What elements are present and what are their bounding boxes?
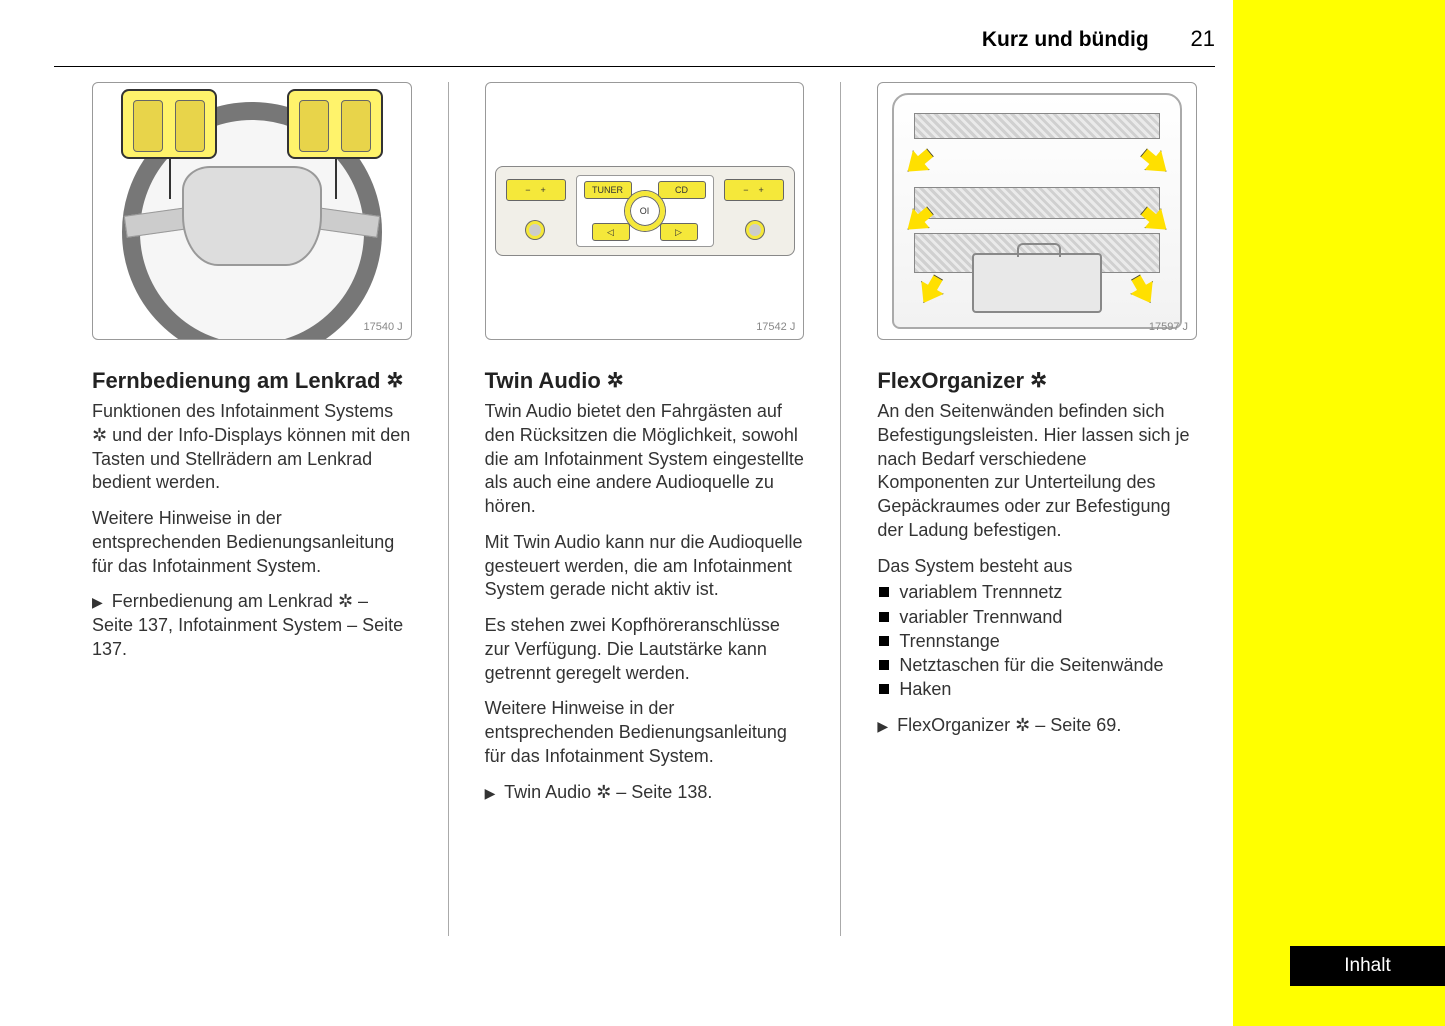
page-header: Kurz und bündig 21 <box>982 26 1215 52</box>
plus-label: + <box>759 185 764 195</box>
next-button: ▷ <box>660 223 698 241</box>
arrow-marker-icon <box>1135 142 1175 181</box>
dial-label: OI <box>640 206 650 216</box>
plus-label: + <box>541 185 546 195</box>
arrow-icon: ▶ <box>92 594 103 610</box>
ref-text: Twin Audio ✲ – Seite 138. <box>504 782 712 802</box>
heading-remote-control: Fernbedienung am Lenkrad ✲ <box>92 368 412 394</box>
minus-label: − <box>525 185 530 195</box>
cargo-net <box>914 187 1160 219</box>
figure-code: 17597 J <box>1149 321 1188 333</box>
side-highlight-bar <box>1233 0 1445 1026</box>
header-rule <box>54 66 1215 67</box>
column-1: 17540 J Fernbedienung am Lenkrad ✲ Funkt… <box>92 82 412 936</box>
minus-label: − <box>743 185 748 195</box>
body-text: Das System besteht aus <box>877 555 1197 579</box>
list-item: Haken <box>877 677 1197 701</box>
column-separator <box>840 82 841 936</box>
body-text: Twin Audio bietet den Fahrgästen auf den… <box>485 400 805 519</box>
knob-left <box>526 221 544 239</box>
callout-button <box>133 100 163 152</box>
knob-right <box>746 221 764 239</box>
cross-reference: ▶ Twin Audio ✲ – Seite 138. <box>485 781 805 805</box>
heading-twin-audio: Twin Audio ✲ <box>485 368 805 394</box>
cross-reference: ▶ Fernbedienung am Lenkrad ✲ – Seite 137… <box>92 590 412 661</box>
arrow-marker-icon <box>1124 271 1162 310</box>
callout-button <box>175 100 205 152</box>
ref-text: Fernbedienung am Lenkrad ✲ – Seite 137, … <box>92 591 403 659</box>
optional-icon: ✲ <box>607 372 624 392</box>
body-text: Weitere Hinweise in der entsprechenden B… <box>485 697 805 768</box>
figure-code: 17540 J <box>364 321 403 333</box>
wheel-hub <box>182 166 322 266</box>
column-3: 17597 J FlexOrganizer ✲ An den Seitenwän… <box>877 82 1197 936</box>
heading-text: FlexOrganizer <box>877 368 1024 393</box>
ref-text: FlexOrganizer ✲ – Seite 69. <box>897 715 1121 735</box>
figure-twin-audio: − + − + TUNER CD OI ◁ ▷ <box>485 82 805 340</box>
arrow-marker-icon <box>899 142 939 181</box>
audio-panel: − + − + TUNER CD OI ◁ ▷ <box>495 166 795 256</box>
body-text: Es stehen zwei Kopfhöreranschlüsse zur V… <box>485 614 805 685</box>
suitcase-icon <box>972 253 1102 313</box>
body-text: An den Seitenwänden befinden sich Befest… <box>877 400 1197 543</box>
cross-reference: ▶ FlexOrganizer ✲ – Seite 69. <box>877 714 1197 738</box>
column-separator <box>448 82 449 936</box>
section-title: Kurz und bündig <box>982 28 1149 51</box>
body-text: Mit Twin Audio kann nur die Audioquelle … <box>485 531 805 602</box>
optional-icon: ✲ <box>387 372 404 392</box>
arrow-marker-icon <box>913 271 951 310</box>
index-tab-label: Inhalt <box>1344 955 1390 977</box>
optional-icon: ✲ <box>1030 372 1047 392</box>
list-item: Trennstange <box>877 629 1197 653</box>
component-list: variablem Trennnetz variabler Trennwand … <box>877 580 1197 701</box>
volume-left-button: − + <box>506 179 566 201</box>
content-columns: 17540 J Fernbedienung am Lenkrad ✲ Funkt… <box>92 82 1197 936</box>
index-tab[interactable]: Inhalt <box>1290 946 1445 986</box>
arrow-icon: ▶ <box>485 785 496 801</box>
figure-steering-wheel: 17540 J <box>92 82 412 340</box>
body-text: Weitere Hinweise in der entsprechenden B… <box>92 507 412 578</box>
cargo-shelf <box>914 113 1160 139</box>
callout-right <box>287 89 383 159</box>
list-item: variabler Trennwand <box>877 605 1197 629</box>
trunk-illustration <box>892 93 1182 329</box>
body-text: Funktionen des Infotainment Systems ✲ un… <box>92 400 412 495</box>
heading-flexorganizer: FlexOrganizer ✲ <box>877 368 1197 394</box>
volume-right-button: − + <box>724 179 784 201</box>
arrow-icon: ▶ <box>877 718 888 734</box>
callout-left <box>121 89 217 159</box>
tuner-button: TUNER <box>584 181 632 199</box>
list-item: variablem Trennnetz <box>877 580 1197 604</box>
page-number: 21 <box>1191 26 1215 51</box>
heading-text: Twin Audio <box>485 368 601 393</box>
column-2: − + − + TUNER CD OI ◁ ▷ <box>485 82 805 936</box>
list-item: Netztaschen für die Seitenwände <box>877 653 1197 677</box>
callout-button <box>341 100 371 152</box>
prev-button: ◁ <box>592 223 630 241</box>
page: Inhalt Kurz und bündig 21 17540 J <box>0 0 1445 1026</box>
cd-button: CD <box>658 181 706 199</box>
callout-button <box>299 100 329 152</box>
figure-code: 17542 J <box>756 321 795 333</box>
heading-text: Fernbedienung am Lenkrad <box>92 368 381 393</box>
figure-flexorganizer: 17597 J <box>877 82 1197 340</box>
